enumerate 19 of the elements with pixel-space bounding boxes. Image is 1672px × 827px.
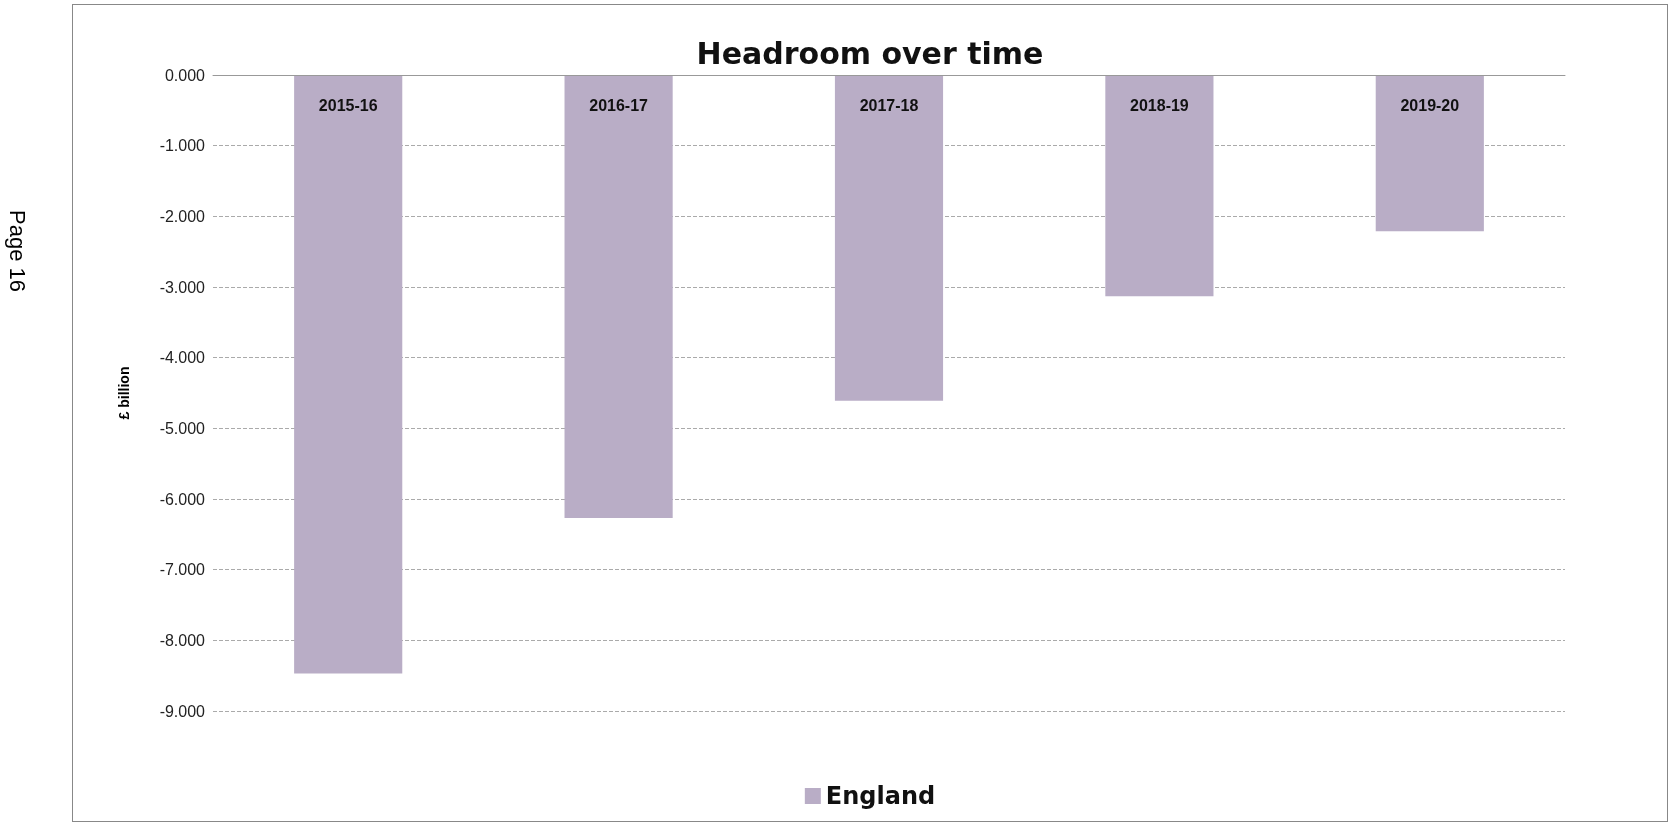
text: Page 16 bbox=[4, 210, 30, 292]
y-tick-label: -5.000 bbox=[159, 419, 206, 437]
y-tick-label: -7.000 bbox=[159, 561, 206, 579]
y-tick-label: -1.000 bbox=[159, 137, 206, 155]
x-tick-label: 2015-16 bbox=[318, 96, 378, 114]
y-tick-label: -2.000 bbox=[159, 207, 206, 225]
x-tick-label: 2019-20 bbox=[1400, 96, 1460, 114]
x-tick-label: 2017-18 bbox=[859, 96, 919, 114]
y-tick-label: -9.000 bbox=[159, 702, 206, 720]
y-tick-label: -8.000 bbox=[159, 631, 206, 649]
y-tick-label: 0.000 bbox=[164, 66, 206, 84]
x-tick-label: 2018-19 bbox=[1130, 96, 1189, 114]
legend-label: England bbox=[825, 782, 936, 810]
y-tick-label: -6.000 bbox=[159, 490, 206, 508]
y-axis-title: £ billion bbox=[116, 366, 132, 420]
y-tick-label: -3.000 bbox=[159, 278, 206, 296]
y-tick-label: -4.000 bbox=[159, 349, 206, 367]
x-tick-label: 2016-17 bbox=[589, 96, 649, 114]
chart-title: Headroom over time bbox=[696, 35, 1044, 71]
